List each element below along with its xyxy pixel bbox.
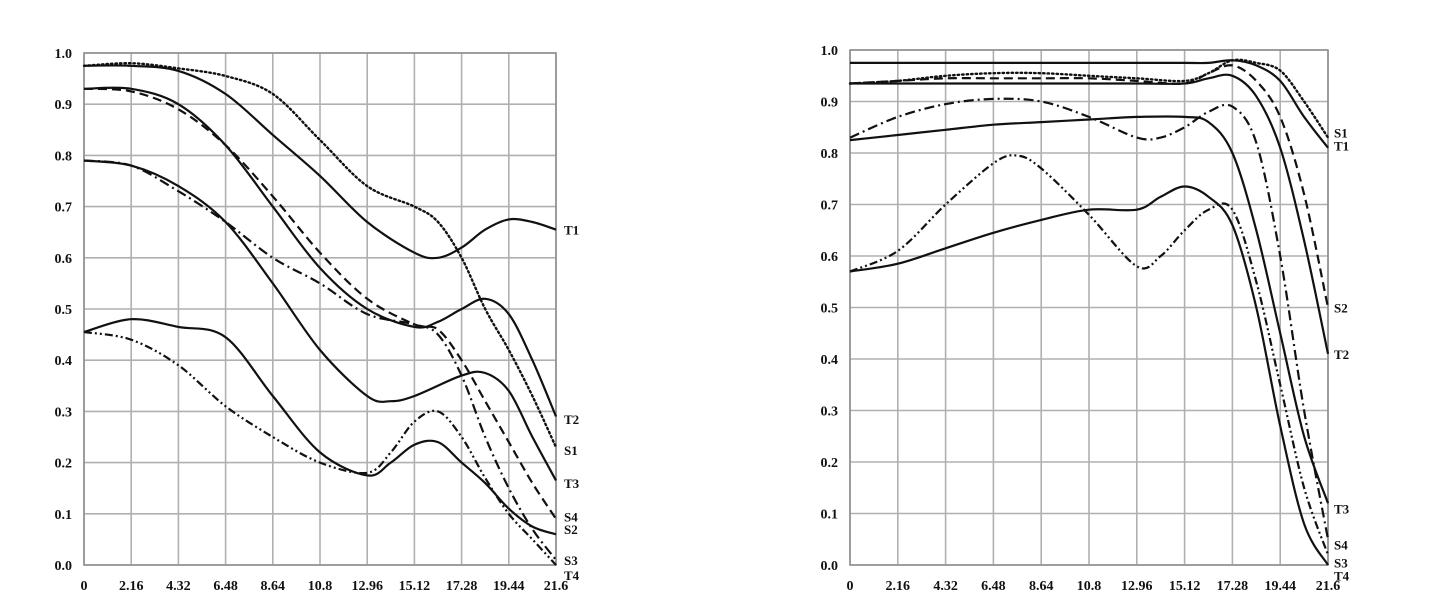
x-tick-label: 19.44 [493, 579, 525, 594]
series-line-s4 [849, 97, 1330, 540]
series-label-t2: T2 [1334, 347, 1349, 362]
series-label-s2: S2 [1334, 301, 1348, 316]
series-label-s3: S3 [1334, 555, 1348, 570]
x-tick-label: 2.16 [886, 579, 911, 594]
x-tick-label: 10.8 [308, 579, 333, 594]
series-label-s2: S2 [564, 522, 578, 537]
series-label-s1: S1 [564, 443, 578, 458]
series-line-s4 [83, 87, 557, 520]
series-label-s3: S3 [564, 553, 578, 568]
series-line-t4 [849, 185, 1329, 566]
y-tick-label: 0.1 [55, 508, 73, 523]
y-tick-label: 0.3 [55, 405, 73, 420]
chart-2: 0.0 0.1 0.2 0.3 0.4 0.5 0.6 0.7 0.8 0.9 1.0 0 2.16 4.… [821, 44, 1350, 594]
y-tick-label: 0.9 [821, 96, 839, 111]
x-tick-label: 15.12 [1169, 579, 1201, 594]
y-tick-label: 0.0 [821, 559, 839, 574]
series-line-s2 [83, 318, 557, 536]
y-tick-label: 0.2 [55, 457, 73, 472]
series-line-t1 [850, 59, 1329, 149]
series-label-s4: S4 [1334, 537, 1348, 552]
series-label-t1: T1 [1334, 138, 1349, 153]
y-tick-label: 0.7 [55, 201, 73, 216]
y-tick-label: 0.4 [821, 353, 839, 368]
series-label-t1: T1 [564, 223, 579, 238]
y-tick-label: 0.1 [821, 508, 839, 523]
series-line-s1 [848, 58, 1330, 139]
y-tick-label: 0.6 [55, 252, 73, 267]
x-tick-label: 15.12 [399, 579, 431, 594]
series-label-s4: S4 [564, 509, 578, 524]
series-line-t2 [850, 73, 1330, 355]
x-tick-label: 21.6 [1316, 579, 1341, 594]
x-tick-label: 2.16 [119, 579, 144, 594]
y-tick-label: 0.8 [55, 149, 73, 164]
x-tick-label: 4.32 [166, 579, 191, 594]
y-tick-label: 0.6 [821, 250, 839, 265]
series-label-t3: T3 [564, 476, 580, 491]
y-tick-label: 0.9 [55, 98, 73, 113]
x-tick-label: 17.28 [1217, 579, 1249, 594]
x-tick-label: 21.6 [544, 579, 569, 594]
series-line-s3 [83, 159, 557, 561]
y-tick-label: 0.5 [55, 303, 73, 318]
series-label-t2: T2 [564, 412, 579, 427]
plot-frame [83, 52, 557, 566]
chart-1: 0.0 0.1 0.2 0.3 0.4 0.5 0.6 0.7 0.8 0.9 1.0 0 2.16 4.… [55, 47, 580, 594]
series-label-t3: T3 [1334, 501, 1350, 516]
y-tick-label: 0.0 [55, 559, 73, 574]
series-label-t4: T4 [1334, 568, 1350, 583]
x-tick-label: 0 [81, 579, 88, 594]
x-tick-label: 8.64 [1029, 579, 1054, 594]
plot-frame [849, 49, 1329, 566]
series-label-t4: T4 [564, 568, 580, 583]
x-tick-label: 6.48 [981, 579, 1006, 594]
y-tick-label: 1.0 [55, 47, 73, 62]
y-tick-label: 0.3 [821, 405, 839, 420]
series-line-t3 [849, 115, 1330, 504]
x-tick-label: 12.96 [351, 579, 383, 594]
series-line-t3 [83, 159, 557, 482]
x-tick-label: 12.96 [1121, 579, 1153, 594]
series-line-s1 [82, 61, 558, 449]
series-line-t1 [83, 64, 557, 260]
x-tick-label: 17.28 [446, 579, 478, 594]
y-tick-label: 0.7 [821, 199, 839, 214]
series-line-s3 [849, 154, 1330, 556]
y-tick-label: 0.2 [821, 456, 839, 471]
x-tick-label: 10.8 [1077, 579, 1102, 594]
y-tick-label: 0.4 [55, 354, 73, 369]
y-tick-label: 1.0 [821, 44, 839, 59]
x-tick-label: 8.64 [261, 579, 286, 594]
series-label-s1: S1 [1334, 125, 1348, 140]
x-tick-label: 4.32 [933, 579, 958, 594]
y-tick-label: 0.8 [821, 147, 839, 162]
x-tick-label: 6.48 [213, 579, 238, 594]
x-tick-label: 0 [847, 579, 854, 594]
y-tick-label: 0.5 [821, 302, 839, 317]
x-tick-label: 19.44 [1264, 579, 1296, 594]
